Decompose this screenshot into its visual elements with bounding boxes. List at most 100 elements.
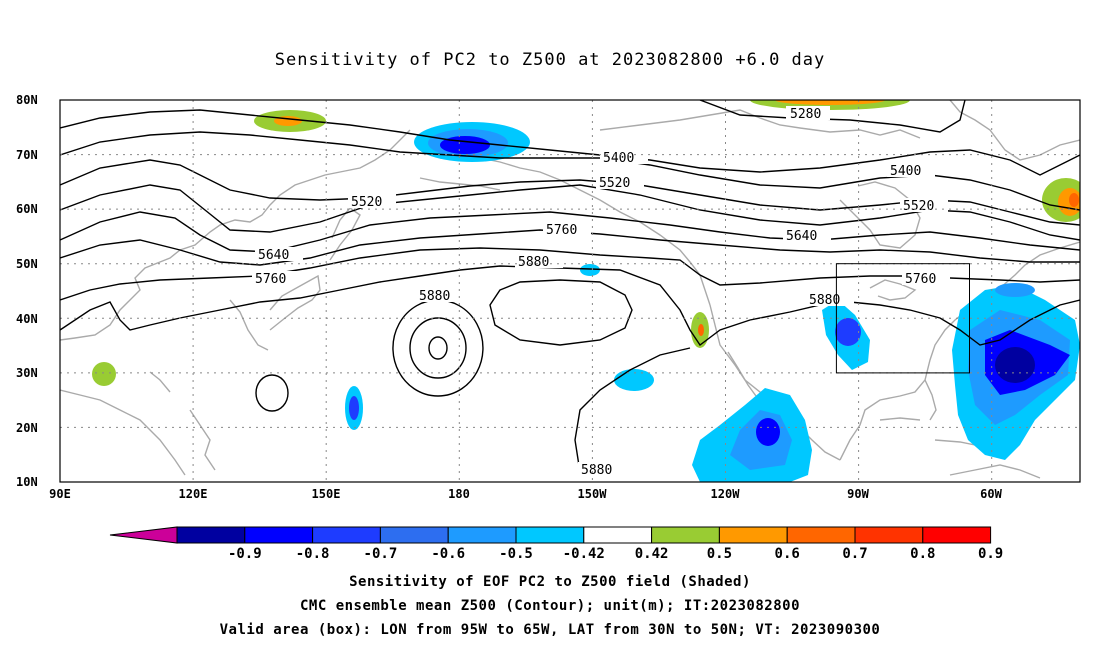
colorbar-swatch bbox=[312, 526, 381, 544]
coastline-south-america bbox=[949, 464, 1041, 479]
shade-negative-wpac-core bbox=[349, 396, 359, 420]
colorbar-tick-label: 0.6 bbox=[775, 546, 800, 562]
coastline-florida bbox=[924, 379, 937, 421]
coastline-asia-east bbox=[60, 129, 411, 341]
lat-tick-label: 40N bbox=[16, 312, 38, 326]
valid-area-box bbox=[835, 263, 971, 374]
colorbar-swatch bbox=[244, 526, 314, 544]
colorbar-swatch bbox=[515, 526, 585, 544]
lat-tick-label: 20N bbox=[16, 421, 38, 435]
contour-high-pacific bbox=[489, 279, 633, 346]
colorbar-tick-label: -0.5 bbox=[499, 546, 533, 562]
contour-label: 5880 bbox=[518, 255, 549, 270]
contour-label: 5880 bbox=[581, 463, 612, 478]
contour-high-west bbox=[255, 374, 289, 412]
colorbar-swatch bbox=[922, 526, 992, 544]
colorbar-swatch bbox=[651, 526, 720, 544]
colorbar: -0.9 -0.8 -0.7 -0.6 -0.5 -0.42 0.42 0.5 0.6 0.7 0.… bbox=[109, 526, 1003, 562]
contour-label: 5760 bbox=[255, 272, 286, 287]
shade-positive-atlantic-peak bbox=[1069, 193, 1079, 207]
colorbar-tick-label: 0.7 bbox=[842, 546, 867, 562]
contour-high-ring3 bbox=[428, 336, 448, 360]
contour-label: 5400 bbox=[890, 164, 921, 179]
shade-negative-bering-core bbox=[440, 136, 490, 154]
contour-label: 5760 bbox=[905, 272, 936, 287]
map-frame bbox=[59, 99, 1081, 483]
lon-tick-label: 90E bbox=[49, 487, 71, 501]
colorbar-swatch bbox=[718, 526, 788, 544]
colorbar-tick-label: -0.9 bbox=[228, 546, 262, 562]
contour-label: 5520 bbox=[351, 195, 382, 210]
colorbar-swatch bbox=[379, 526, 449, 544]
coastline-philippines bbox=[189, 409, 216, 471]
colorbar-swatch bbox=[176, 526, 246, 544]
coastline-baja bbox=[727, 351, 757, 397]
contour-label: 5880 bbox=[419, 289, 450, 304]
lat-tick-label: 60N bbox=[16, 202, 38, 216]
caption-line-2: CMC ensemble mean Z500 (Contour); unit(m… bbox=[299, 598, 800, 614]
colorbar-tick-label: 0.9 bbox=[978, 546, 1003, 562]
coastline-canada-north bbox=[599, 109, 921, 139]
contour-5880-south bbox=[574, 347, 691, 473]
coastline-great-lakes bbox=[869, 279, 917, 301]
contour-label: 5520 bbox=[903, 199, 934, 214]
chart-title: Sensitivity of PC2 to Z500 at 2023082800… bbox=[274, 50, 826, 70]
graticule bbox=[60, 100, 1080, 482]
coastline-kamchatka bbox=[329, 207, 361, 261]
shade-positive-china bbox=[92, 362, 116, 386]
colorbar-tick-label: -0.42 bbox=[563, 546, 605, 562]
colorbar-swatch bbox=[447, 526, 517, 544]
lat-axis: 80N 70N 60N 50N 40N 30N 20N 10N bbox=[16, 93, 38, 489]
contour-label: 5880 bbox=[809, 293, 840, 308]
lat-tick-label: 30N bbox=[16, 366, 38, 380]
coastline-gulf-mexico bbox=[839, 241, 1080, 461]
lon-tick-label: 120W bbox=[711, 487, 741, 501]
lat-tick-label: 70N bbox=[16, 148, 38, 162]
lon-tick-label: 120E bbox=[179, 487, 208, 501]
contour-labels: 5280 5400 5400 5520 5520 5520 5640 5640 … bbox=[252, 106, 950, 478]
colorbar-swatch bbox=[583, 526, 653, 544]
colorbar-tick-label: -0.8 bbox=[296, 546, 330, 562]
lon-tick-label: 150W bbox=[578, 487, 608, 501]
caption-line-3: Valid area (box): LON from 95W to 65W, L… bbox=[219, 622, 881, 638]
colorbar-swatch bbox=[786, 526, 856, 544]
contour-label: 5760 bbox=[546, 223, 577, 238]
colorbar-left-arrow bbox=[109, 526, 178, 544]
sensitivity-shading bbox=[92, 100, 1080, 482]
shade-negative-north-atlantic bbox=[995, 283, 1035, 297]
shade-negative-npac bbox=[580, 264, 600, 276]
shade-negative-mexico-core bbox=[756, 418, 780, 446]
contour-label: 5400 bbox=[603, 151, 634, 166]
contour-label: 5640 bbox=[258, 248, 289, 263]
coastline-greenland bbox=[949, 100, 1080, 161]
contour-label: 5640 bbox=[786, 229, 817, 244]
lon-axis: 90E 120E 150E 180 150W 120W 90W 60W bbox=[49, 487, 1002, 501]
colorbar-swatch bbox=[854, 526, 924, 544]
contour-5400 bbox=[60, 131, 1080, 211]
colorbar-tick-label: 0.5 bbox=[707, 546, 732, 562]
lon-tick-label: 150E bbox=[312, 487, 341, 501]
coastline-korea-japan bbox=[229, 274, 321, 351]
coastline-hudson-bay bbox=[839, 181, 921, 249]
lat-tick-label: 50N bbox=[16, 257, 38, 271]
lat-tick-label: 10N bbox=[16, 475, 38, 489]
lon-tick-label: 180 bbox=[448, 487, 470, 501]
lat-tick-label: 80N bbox=[16, 93, 38, 107]
contour-5880-main bbox=[60, 265, 1080, 347]
colorbar-tick-label: 0.8 bbox=[910, 546, 935, 562]
shade-negative-subtropic bbox=[614, 369, 654, 391]
shade-positive-arctic-core bbox=[775, 100, 885, 105]
coastline-china-south bbox=[60, 371, 186, 476]
colorbar-tick-label: -0.6 bbox=[431, 546, 465, 562]
lon-tick-label: 90W bbox=[847, 487, 869, 501]
colorbar-tick-label: 0.42 bbox=[635, 546, 669, 562]
shade-negative-west-atlantic-peak bbox=[995, 347, 1035, 383]
shade-positive-california-core bbox=[698, 324, 704, 336]
contour-label: 5520 bbox=[599, 176, 630, 191]
contour-5280 bbox=[699, 100, 966, 133]
lon-tick-label: 60W bbox=[980, 487, 1002, 501]
caption-line-1: Sensitivity of EOF PC2 to Z500 field (Sh… bbox=[349, 574, 751, 590]
contour-label: 5280 bbox=[790, 107, 821, 122]
shade-negative-gulf-core bbox=[835, 318, 861, 346]
